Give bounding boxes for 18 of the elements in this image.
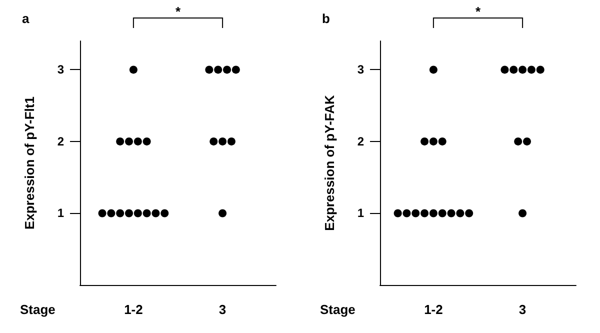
- x-tick-label: 1-2: [424, 302, 443, 317]
- chart-title: b: [322, 11, 330, 26]
- y-tick-label: 2: [57, 134, 64, 148]
- text: *: [475, 4, 482, 19]
- x-tick-label: 3: [518, 302, 526, 317]
- y-axis-title: Expression of pY-Flt1: [22, 96, 37, 230]
- x-tick-label: 1-2: [124, 302, 143, 317]
- y-axis-title: Expression of pY-FAK: [322, 94, 337, 231]
- text: *: [175, 4, 182, 19]
- y-tick-label: 3: [357, 62, 364, 77]
- x-tick-label: 3: [218, 302, 226, 317]
- y-tick-label: 1: [57, 206, 64, 220]
- chart-title: a: [22, 11, 30, 26]
- x-axis-title: Stage: [20, 302, 56, 317]
- y-tick-label: 2: [357, 134, 364, 148]
- y-tick-label: 1: [357, 206, 364, 220]
- x-axis-title: Stage: [320, 302, 356, 317]
- y-tick-label: 3: [57, 62, 64, 77]
